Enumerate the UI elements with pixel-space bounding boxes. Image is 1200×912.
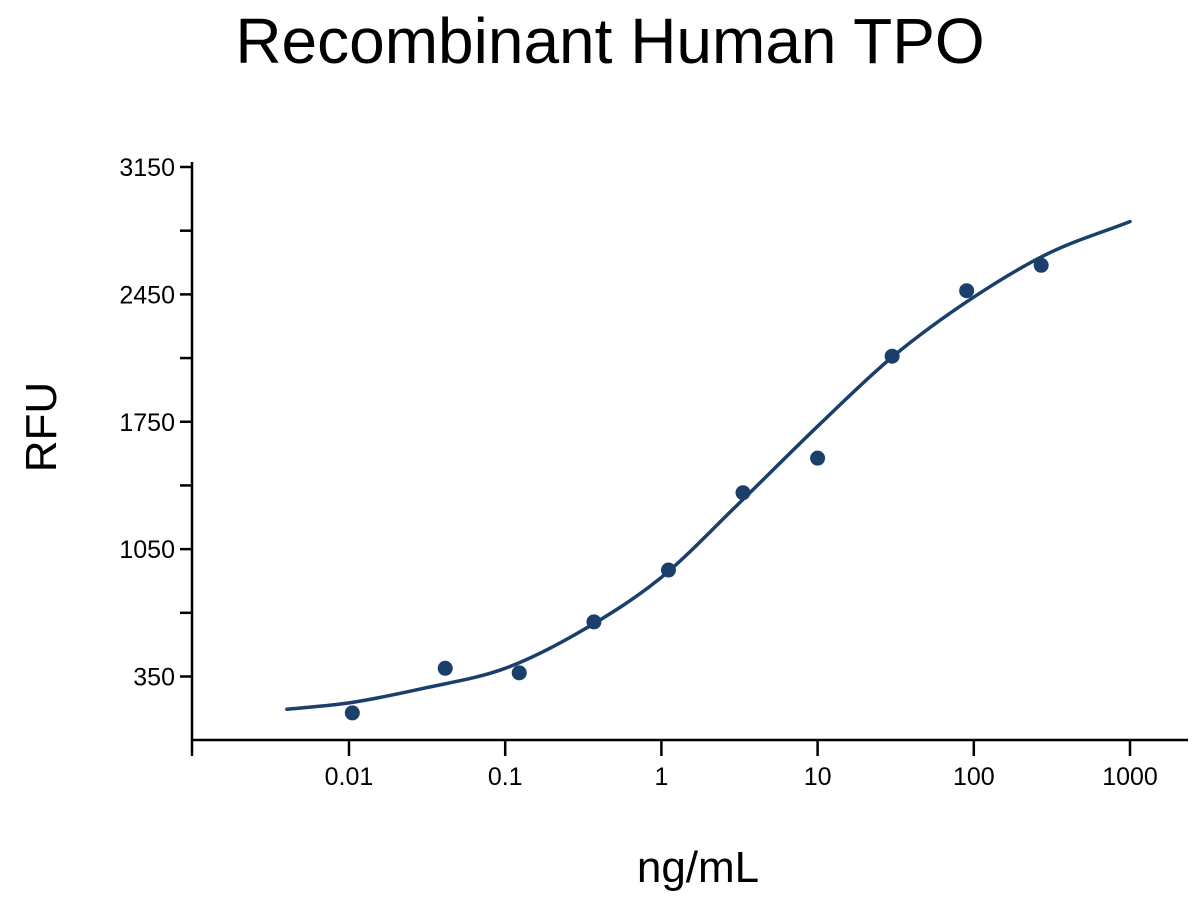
x-tick-label: 10 (804, 763, 832, 791)
data-point (586, 614, 602, 630)
x-tick-label: 100 (953, 763, 995, 791)
x-tick-label: 0.01 (325, 763, 374, 791)
chart-title: Recombinant Human TPO (235, 5, 984, 77)
data-point (810, 450, 826, 466)
data-point (884, 348, 900, 364)
y-tick-label: 350 (133, 664, 175, 692)
x-tick-label: 1000 (1102, 763, 1158, 791)
fit-curve (285, 219, 1132, 711)
y-tick-label: 3150 (119, 154, 175, 182)
y-tick-label: 2450 (119, 281, 175, 309)
data-points-layer (344, 257, 1049, 721)
x-axis-title: ng/mL (637, 843, 759, 892)
y-tick-label: 1050 (119, 536, 175, 564)
data-point (437, 660, 453, 676)
axes: 0.01 0.1 1 10 100 1000 350 1050 1750 2450 3150 (119, 154, 1188, 791)
x-tick-label: 1 (654, 763, 668, 791)
data-point (1033, 257, 1049, 273)
fit-curve-layer (285, 219, 1132, 711)
x-tick-label: 0.1 (488, 763, 523, 791)
data-point (511, 665, 527, 681)
y-axis-title: RFU (17, 382, 66, 472)
data-point (344, 705, 360, 721)
data-point (735, 485, 751, 501)
data-point (959, 283, 975, 299)
data-point (660, 562, 676, 578)
y-tick-label: 1750 (119, 409, 175, 437)
